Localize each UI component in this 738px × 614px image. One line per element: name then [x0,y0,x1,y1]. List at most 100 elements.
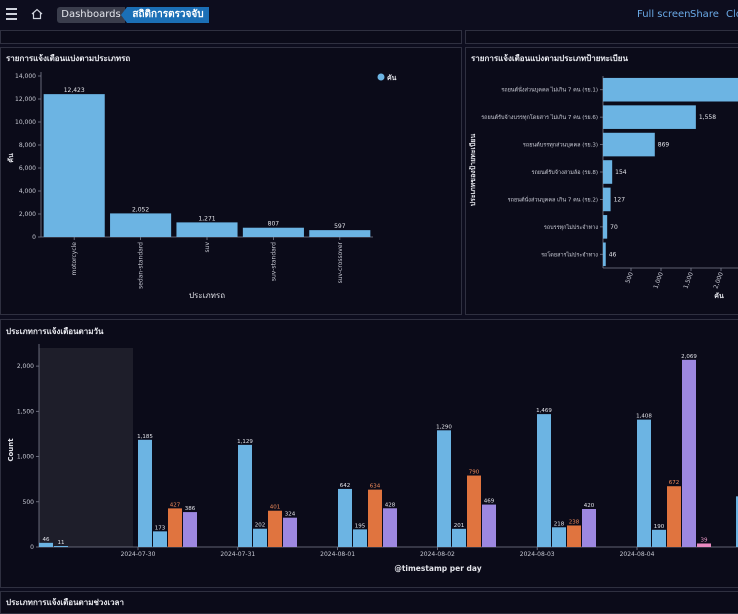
bar [667,486,681,547]
x-tick-label: 1,000 [652,271,665,290]
bar [176,222,238,237]
y-tick-label: 2,000 [17,363,34,370]
bar [452,528,466,547]
bar [603,215,608,239]
y-tick-label: 8,000 [19,142,36,149]
y-tick-label: รถยนต์บรรทุกส่วนบุคคล (รย.3) [523,142,598,149]
y-tick-label: 4,000 [19,188,36,195]
x-tick-label: suv-crossover [337,241,344,283]
bar [537,414,551,547]
vehicle-type-chart: 0 2,000 4,000 6,000 8,000 10,000 12,000 14,000 1… [7,72,397,300]
bar-value-label: 173 [155,525,166,531]
full-screen-button[interactable]: Full screen [637,9,691,20]
y-tick-label: รถยนต์รับจ้างบรรทุกโดยสาร ไม่เกิน 7 คน (… [481,113,598,121]
bar-value-label: 428 [385,502,396,508]
panel-by-day: ประเภทการแจ้งเตือนตามวัน 0 500 1,000 1,500 2… [0,319,738,588]
bar [110,213,172,237]
bar [268,510,282,547]
y-tick-label: 14,000 [15,73,36,80]
breadcrumb-dashboards[interactable]: Dashboards [57,7,125,23]
bar [603,77,738,102]
home-icon[interactable] [31,8,43,20]
bar [603,132,655,157]
x-tick-label: 1,500 [682,271,695,290]
bar-value-label: 46 [609,251,617,258]
y-tick-label: 12,000 [15,96,36,103]
bar-value-label: 1,408 [636,414,652,420]
y-axis-label: คัน [7,153,15,163]
share-button[interactable]: Share [690,9,719,20]
x-tick-label: sedan-standard [138,242,145,289]
bar [736,496,738,547]
x-tick-label: 2024-08-04 [620,551,655,558]
bar [603,187,611,212]
bar [637,419,651,547]
panel-title: รายการแจ้งเตือนแบ่งตามประเภทป้ายทะเบียน [471,54,628,63]
y-tick-label: รถบรรทุกไม่ประจำทาง [544,224,598,231]
panel-title: รายการแจ้งเตือนแบ่งตามประเภทรถ [6,54,131,63]
bar [242,227,304,237]
daily-alerts-chart: 0 500 1,000 1,500 2,000 46 11 1,185 173 427 386 1,1… [7,344,738,573]
panel-by-time: ประเภทการแจ้งเตือนตามช่วงเวลา [0,591,738,614]
bar [39,542,53,547]
bar-value-label: 386 [185,506,196,512]
bar [283,517,297,547]
bar-value-label: 469 [484,499,495,505]
y-tick-label: 6,000 [19,165,36,172]
y-tick-label: รถโดยสารไม่ประจำทาง [541,250,598,258]
bar [183,512,197,547]
bar-value-label: 597 [334,223,346,230]
plate-type-chart: รถยนต์นั่งส่วนบุคคล ไม่เกิน 7 คน (รย.1) 1… [468,76,738,300]
y-tick-label: 0 [30,544,34,551]
bar-value-label: 642 [340,483,351,489]
bar [43,94,105,237]
bar-value-label: 195 [355,523,366,529]
bar [238,444,252,547]
bar-value-label: 39 [701,537,708,543]
x-tick-label: motorcycle [71,242,78,276]
legend-label: คัน [387,74,397,82]
top-bar: Dashboards สถิติการตรวจจับ Full screen S… [0,0,738,30]
bar [138,439,152,547]
bar-value-label: 154 [615,169,627,176]
bar [353,529,367,547]
panel-by-plate: รายการแจ้งเตือนแบ่งตามประเภทป้ายทะเบียน … [465,47,738,315]
bar-value-label: 401 [270,505,281,511]
bar [368,489,382,547]
bar-value-label: 1,469 [536,408,552,414]
bar [697,543,711,547]
panel-strip-right [465,30,738,44]
panel-title: ประเภทการแจ้งเตือนตามช่วงเวลา [6,598,124,607]
bar [338,488,352,547]
y-tick-label: 500 [23,499,35,506]
bar [582,509,596,547]
x-tick-label: suv-standard [270,242,277,281]
bar-value-label: 807 [268,221,280,228]
y-tick-label: 1,000 [17,454,34,461]
bar [567,525,581,547]
bar-value-label: 420 [584,503,595,509]
bar [603,242,606,267]
bar [437,430,451,547]
breadcrumb-current[interactable]: สถิติการตรวจจับ [121,7,209,23]
y-tick-label: 1,500 [17,408,34,415]
bar-value-label: 2,069 [681,354,697,360]
menu-icon[interactable] [6,8,17,20]
panel-by-type: รายการแจ้งเตือนแบ่งตามประเภทรถ 0 2,000 4,0… [0,47,462,315]
x-tick-label: 2024-08-03 [520,551,555,558]
close-button[interactable]: Clo [726,9,738,20]
bar-value-label: 11 [58,540,65,546]
bar-value-label: 218 [554,521,565,527]
bar [552,527,566,547]
bar-value-label: 634 [370,484,381,490]
x-axis-label: คัน [714,292,724,300]
x-tick-label: 2024-07-31 [220,551,255,558]
bar-value-label: 427 [170,502,181,508]
bar-value-label: 70 [610,224,618,231]
y-tick-label: 10,000 [15,119,36,126]
bar-value-label: 12,423 [64,87,85,94]
bar-value-label: 790 [469,470,480,476]
y-tick-label: รถยนต์นั่งส่วนบุคคล ไม่เกิน 7 คน (รย.1) [501,86,598,94]
x-tick-label: 2,000 [712,271,725,290]
bar-value-label: 672 [669,480,680,486]
